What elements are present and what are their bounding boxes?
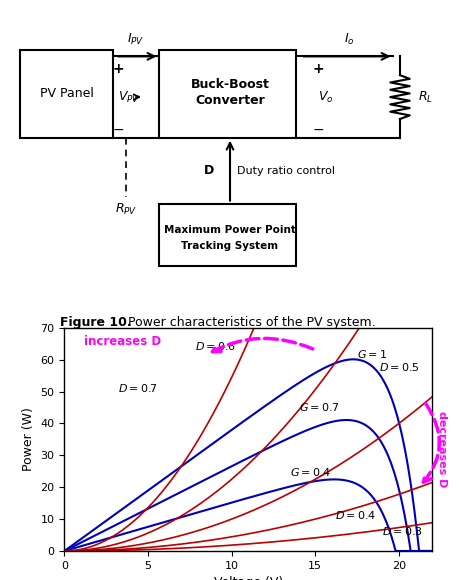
- Text: Maximum Power Point: Maximum Power Point: [164, 225, 295, 235]
- Text: $\mathbf{D}$: $\mathbf{D}$: [202, 164, 214, 177]
- Text: Power characteristics of the PV system.: Power characteristics of the PV system.: [124, 316, 375, 329]
- Bar: [159, 204, 296, 266]
- Text: decreases D: decreases D: [437, 411, 447, 487]
- X-axis label: Voltage (V): Voltage (V): [213, 577, 282, 580]
- Text: $D = 0.7$: $D = 0.7$: [118, 382, 158, 393]
- Text: $D = 0.3$: $D = 0.3$: [381, 525, 422, 537]
- Text: +: +: [312, 62, 324, 76]
- Text: $V_{PV}$: $V_{PV}$: [118, 89, 140, 104]
- Text: $V_o$: $V_o$: [318, 89, 333, 104]
- Text: Converter: Converter: [195, 94, 264, 107]
- Text: $G = 0.4$: $G = 0.4$: [290, 466, 331, 478]
- Text: $G = 1$: $G = 1$: [356, 348, 386, 360]
- Text: Figure 10.: Figure 10.: [60, 316, 131, 329]
- Text: $R_{PV}$: $R_{PV}$: [115, 202, 137, 218]
- Text: $I_{PV}$: $I_{PV}$: [127, 32, 145, 47]
- Text: $D = 0.4$: $D = 0.4$: [335, 509, 376, 521]
- Text: +: +: [112, 62, 124, 76]
- Text: $I_o$: $I_o$: [343, 32, 354, 47]
- Text: PV Panel: PV Panel: [39, 88, 93, 100]
- Bar: [20, 50, 113, 138]
- Text: Tracking System: Tracking System: [181, 241, 278, 251]
- Bar: [159, 50, 296, 138]
- Text: $D = 0.5$: $D = 0.5$: [378, 361, 419, 373]
- Text: $G = 0.7$: $G = 0.7$: [298, 401, 338, 412]
- Text: $D = 0.6$: $D = 0.6$: [195, 340, 235, 352]
- Text: Buck-Boost: Buck-Boost: [190, 78, 269, 91]
- Text: $R_L$: $R_L$: [417, 89, 432, 104]
- Text: $-$: $-$: [112, 121, 124, 135]
- Y-axis label: Power (W): Power (W): [22, 407, 35, 472]
- Text: Duty ratio control: Duty ratio control: [236, 166, 334, 176]
- Text: $-$: $-$: [312, 121, 324, 135]
- Text: increases D: increases D: [84, 335, 161, 348]
